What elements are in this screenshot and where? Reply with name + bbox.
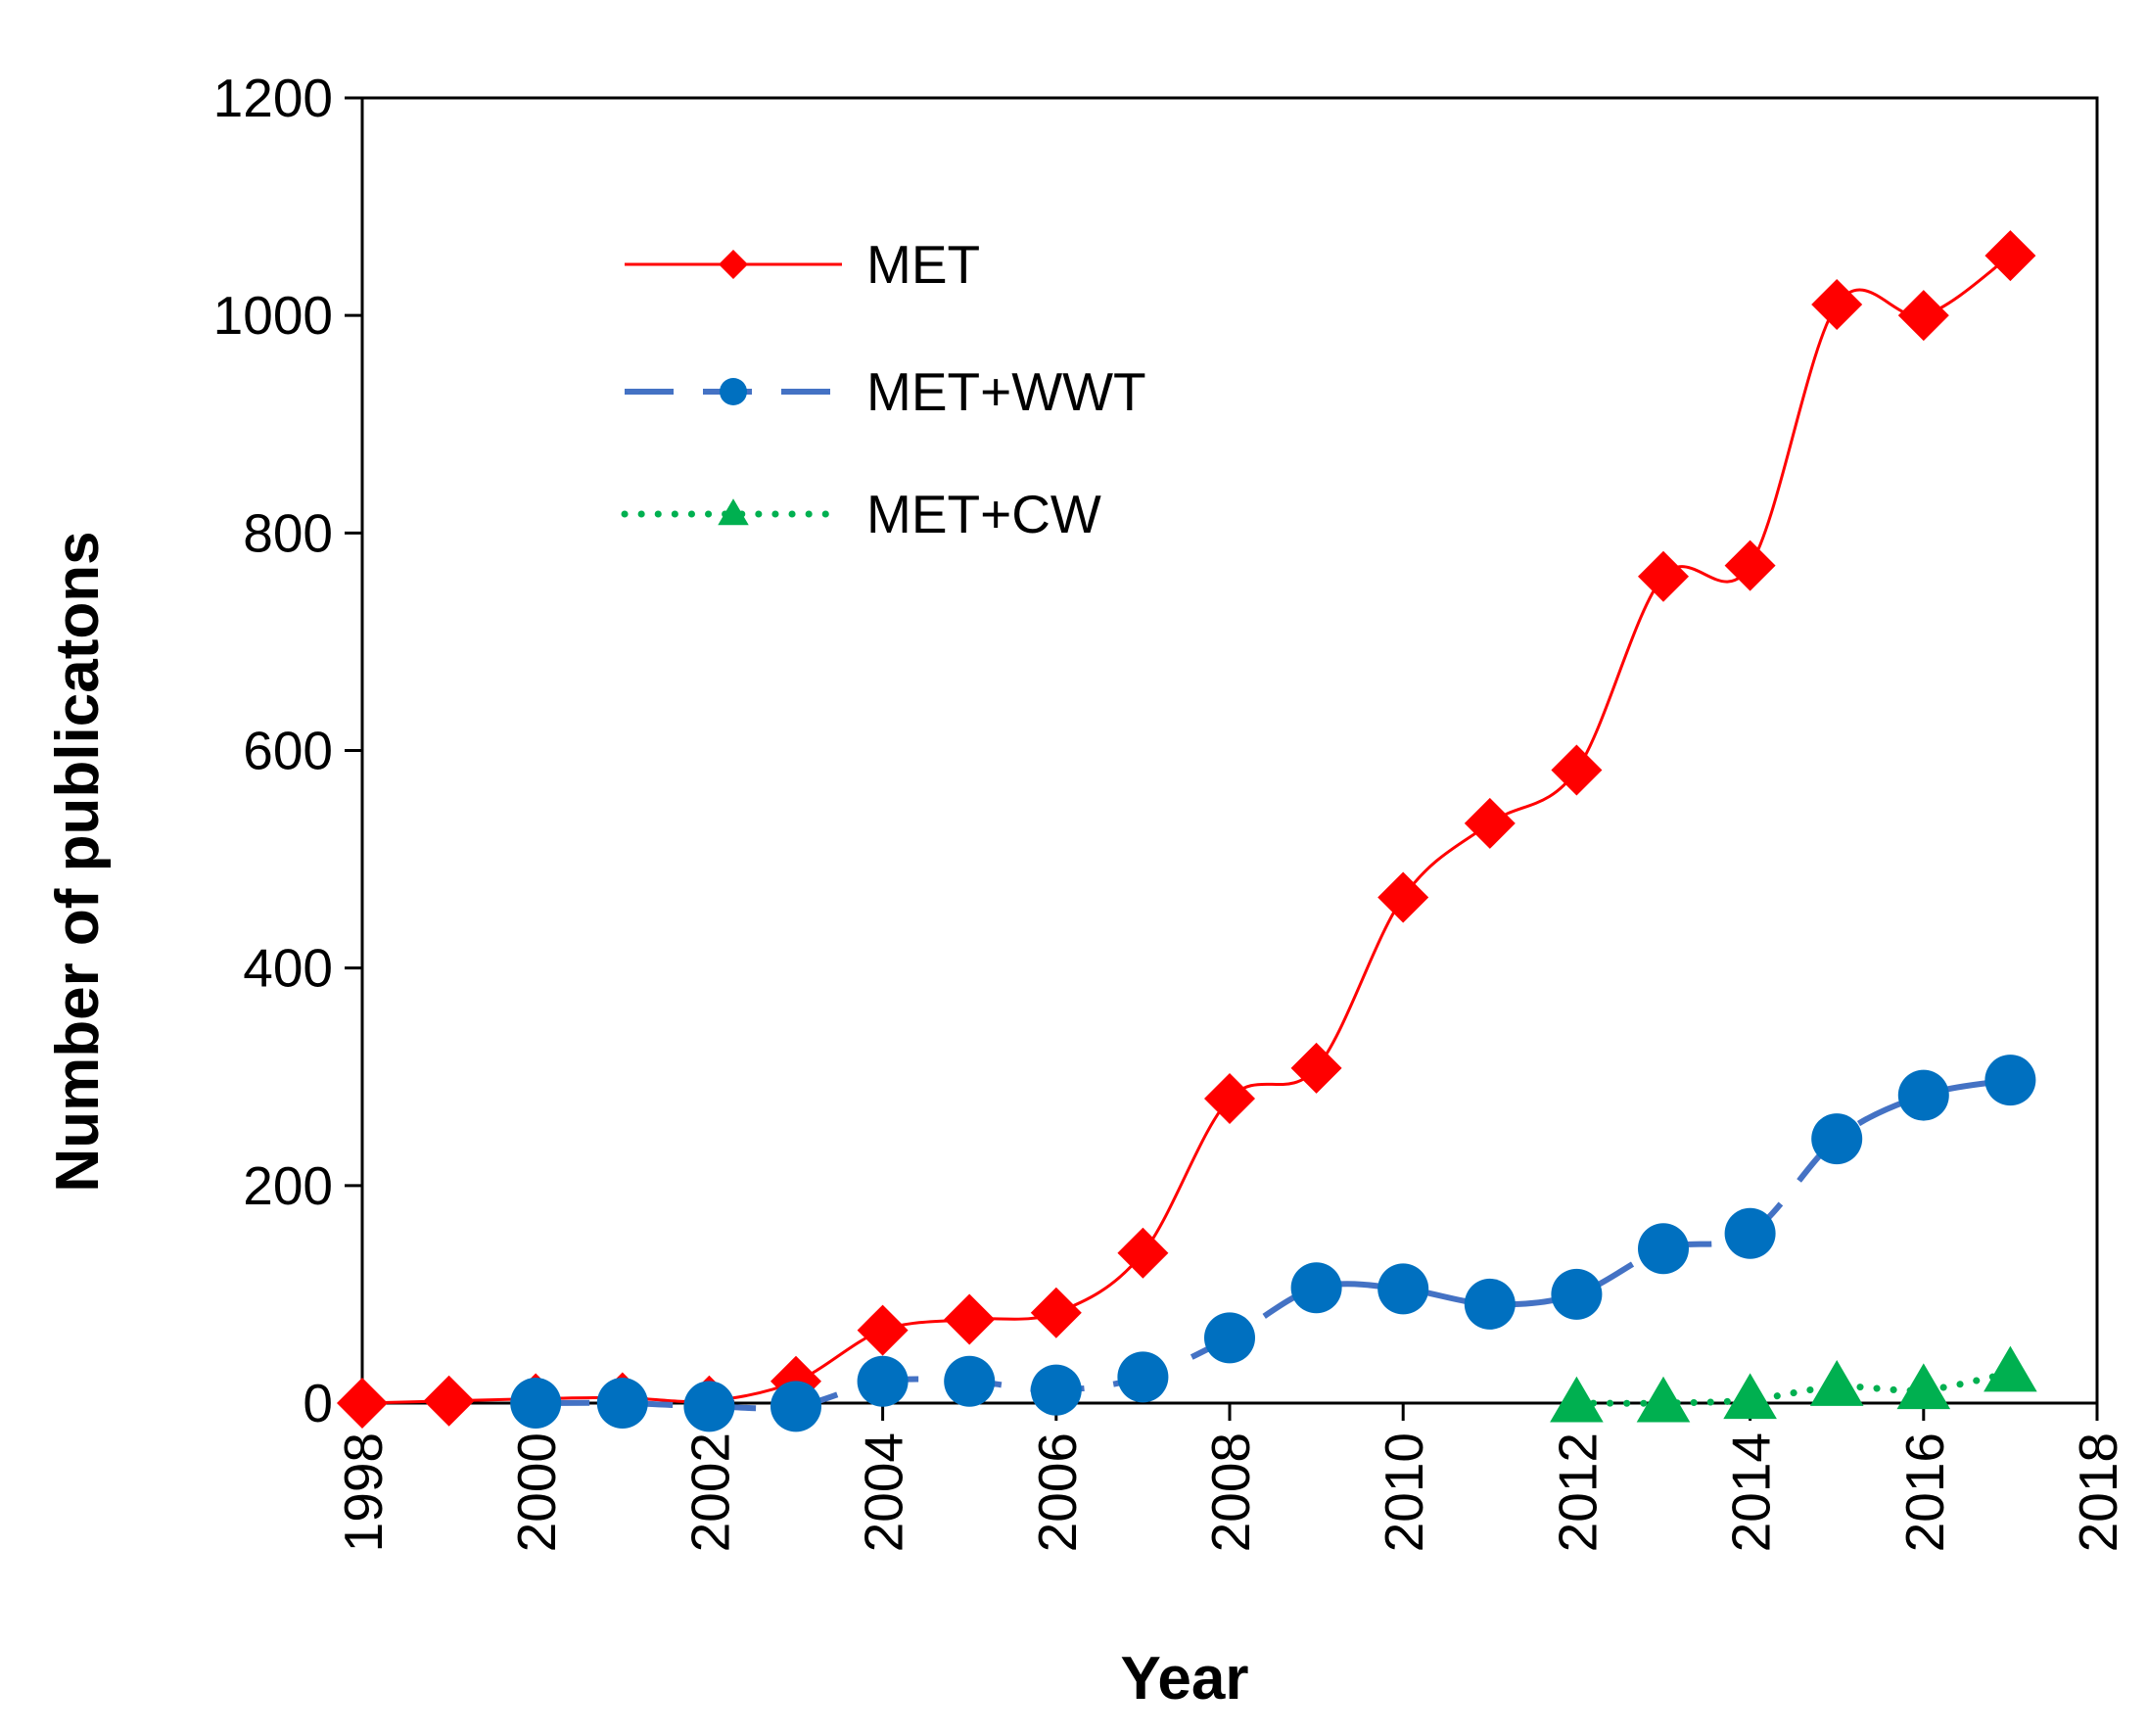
data-point-met-wwt [1551, 1268, 1603, 1320]
data-point-met-wwt [857, 1355, 909, 1407]
data-point-met [1984, 230, 2036, 282]
x-axis-title: Year [1120, 1645, 1248, 1713]
data-point-met-wwt [510, 1378, 562, 1429]
data-point-met [423, 1375, 475, 1427]
data-point-met-wwt [770, 1381, 821, 1432]
data-point-met-wwt [1030, 1364, 1082, 1416]
data-point-met [337, 1378, 388, 1429]
data-point-met-wwt [1811, 1113, 1863, 1165]
x-tick-label: 2004 [854, 1432, 914, 1552]
data-point-met-cw [1809, 1360, 1864, 1406]
y-axis-title: Number of publicatons [44, 531, 112, 1192]
y-tick-label: 0 [303, 1373, 333, 1433]
data-point-met-cw [1723, 1373, 1777, 1420]
data-point-met-wwt [1117, 1351, 1169, 1403]
series-met-wwt [510, 1055, 2036, 1432]
data-point-met [857, 1304, 909, 1356]
data-point-met-cw [1896, 1363, 1951, 1410]
legend-label-met-cw: MET+CW [866, 484, 1101, 544]
data-point-met [1811, 279, 1863, 331]
data-point-met-wwt [1464, 1278, 1516, 1330]
series-line-met-cw [1572, 1369, 2014, 1407]
x-tick-label: 2016 [1894, 1432, 1955, 1552]
data-point-met-wwt [1897, 1069, 1949, 1121]
data-point-met-wwt [1638, 1223, 1689, 1275]
x-tick-label: 2008 [1200, 1432, 1261, 1552]
x-tick-label: 2000 [506, 1432, 567, 1552]
y-tick-label: 400 [243, 938, 333, 999]
data-point-met-wwt [1984, 1055, 2036, 1106]
legend-marker-met-cw [718, 498, 749, 526]
data-point-met [1290, 1042, 1342, 1094]
data-point-met-cw [1550, 1376, 1604, 1423]
x-tick-label: 2014 [1721, 1432, 1782, 1552]
y-tick-label: 1200 [213, 68, 333, 128]
data-point-met-wwt [596, 1378, 648, 1429]
y-tick-label: 600 [243, 721, 333, 781]
data-point-met-cw [1636, 1376, 1691, 1423]
x-tick-label: 1998 [333, 1432, 394, 1552]
data-point-met [1377, 871, 1429, 923]
x-tick-label: 2006 [1027, 1432, 1088, 1552]
x-tick-label: 2012 [1547, 1432, 1608, 1552]
data-point-met [1464, 797, 1516, 849]
data-point-met-wwt [1724, 1207, 1776, 1259]
x-tick-label: 2010 [1374, 1432, 1434, 1552]
legend-marker-met-wwt [720, 378, 747, 405]
data-point-met [1551, 744, 1603, 796]
data-point-met [1897, 290, 1949, 342]
series-met [337, 230, 2036, 1429]
data-point-met-wwt [944, 1355, 996, 1407]
data-point-met [1117, 1227, 1169, 1279]
data-point-met-wwt [683, 1381, 735, 1432]
data-point-met-wwt [1377, 1263, 1429, 1315]
data-point-met [944, 1293, 996, 1345]
data-point-met-cw [1984, 1345, 2037, 1392]
data-point-met [1204, 1072, 1255, 1124]
y-tick-label: 1000 [213, 285, 333, 346]
data-point-met [1724, 540, 1776, 591]
data-point-met [1030, 1287, 1082, 1338]
series-line-met [361, 254, 2012, 1405]
x-tick-label: 2018 [2068, 1432, 2128, 1552]
y-tick-label: 200 [243, 1155, 333, 1216]
y-tick-label: 800 [243, 502, 333, 563]
data-point-met [1638, 550, 1689, 602]
legend-label-met: MET [866, 234, 980, 295]
series-line-met-wwt [536, 1077, 2011, 1412]
data-point-met-wwt [1290, 1262, 1342, 1314]
x-tick-label: 2002 [679, 1432, 740, 1552]
data-point-met-wwt [1204, 1312, 1255, 1364]
legend-marker-met [719, 250, 748, 279]
series-met-cw [1550, 1345, 2037, 1423]
legend-label-met-wwt: MET+WWT [866, 361, 1146, 422]
